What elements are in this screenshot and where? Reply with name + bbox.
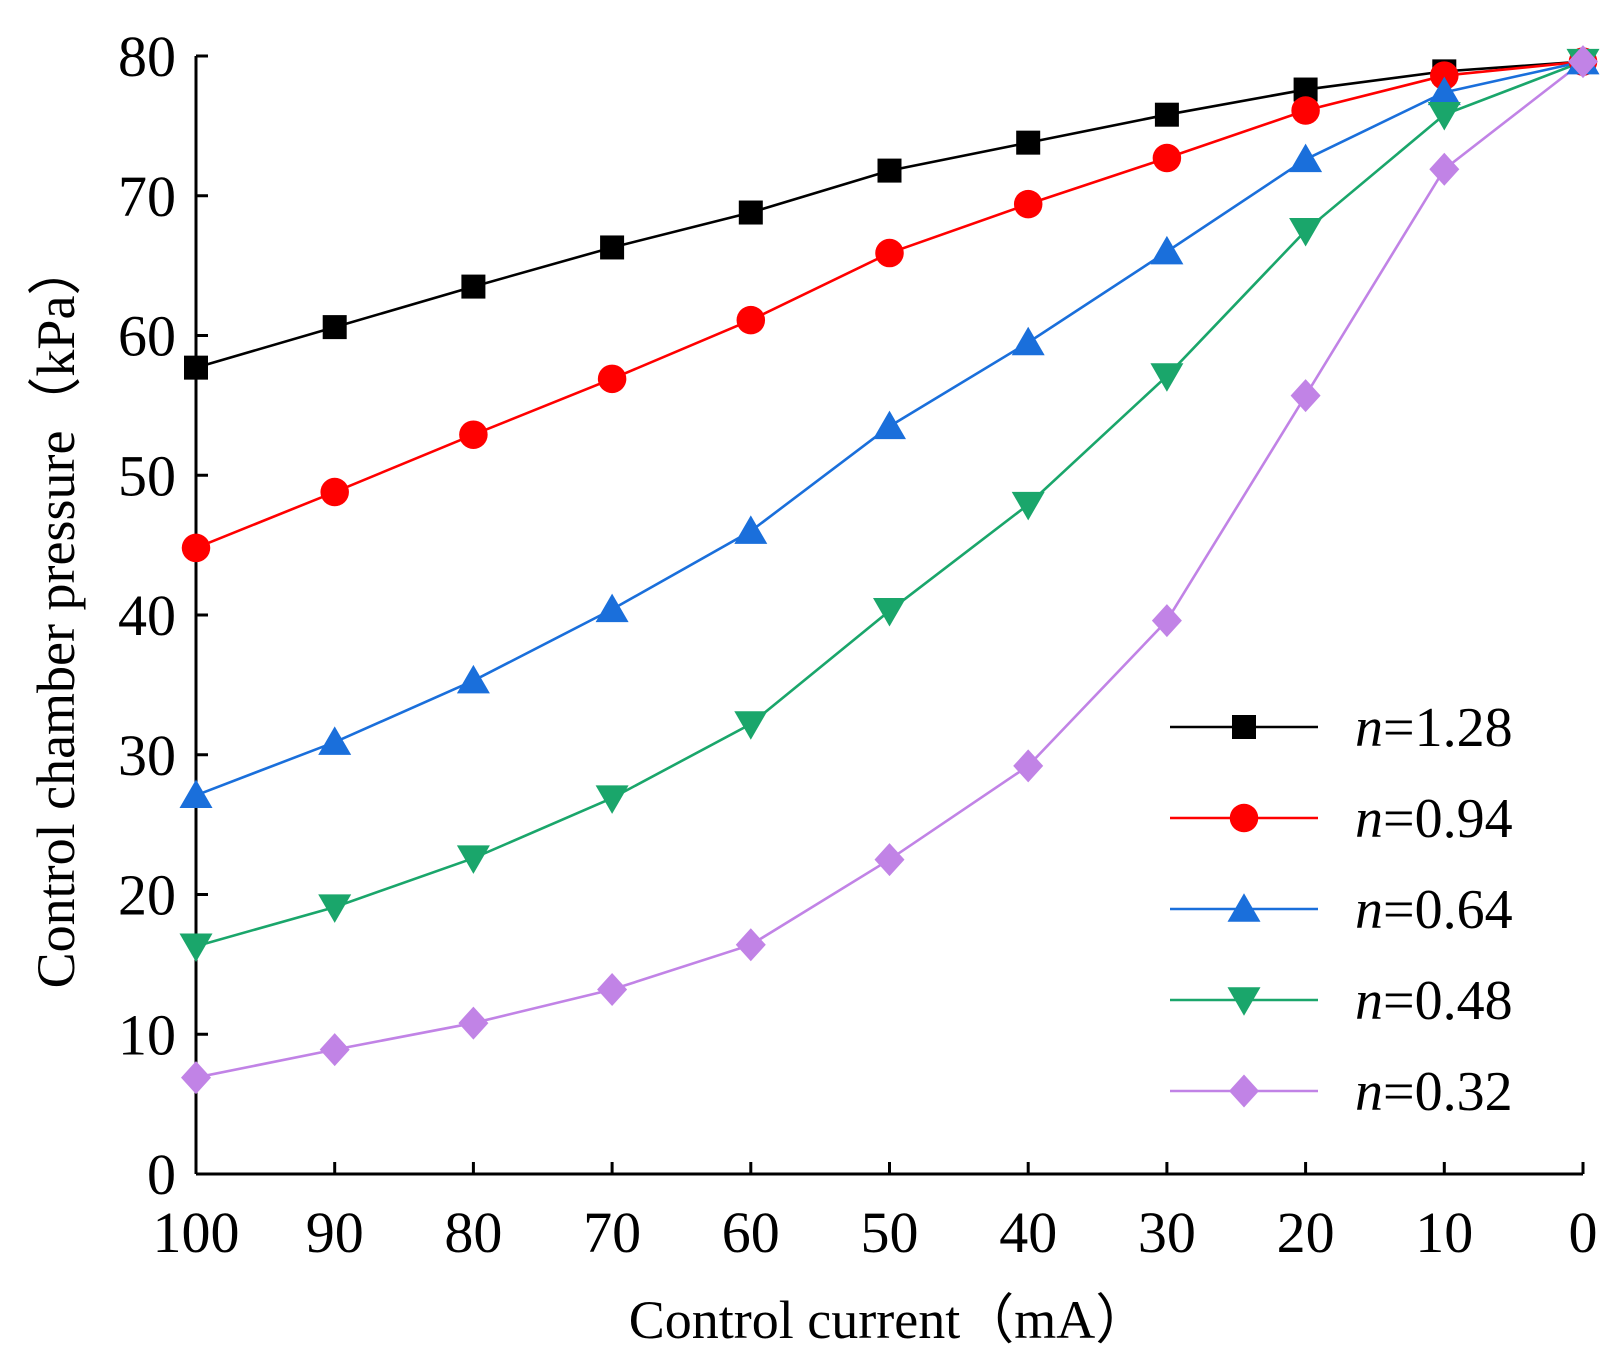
legend-var: n bbox=[1355, 879, 1383, 941]
data-point-series-3 bbox=[1289, 217, 1323, 247]
data-point-series-3 bbox=[179, 933, 213, 962]
data-point-series-0 bbox=[1154, 102, 1179, 127]
y-tick-label: 30 bbox=[118, 723, 176, 788]
data-point-series-4 bbox=[1429, 152, 1460, 186]
legend-label: n=0.48 bbox=[1355, 970, 1513, 1032]
y-tick-label: 50 bbox=[118, 443, 176, 508]
data-point-series-1 bbox=[181, 533, 211, 563]
x-tick-label: 20 bbox=[1277, 1200, 1335, 1265]
data-point-series-1 bbox=[1152, 143, 1182, 173]
legend-label: n=0.64 bbox=[1355, 879, 1513, 941]
data-point-series-2 bbox=[595, 593, 629, 623]
legend-value: =0.32 bbox=[1383, 1061, 1513, 1123]
x-tick-label: 100 bbox=[153, 1200, 240, 1265]
legend-value: =0.64 bbox=[1383, 879, 1513, 941]
data-point-series-1 bbox=[736, 305, 766, 335]
data-point-series-4 bbox=[735, 928, 766, 962]
y-axis-title: Control chamber pressure（kPa） bbox=[26, 242, 86, 989]
legend-label: n=0.94 bbox=[1355, 788, 1513, 850]
data-point-series-2 bbox=[1011, 326, 1045, 356]
legend-var: n bbox=[1355, 970, 1383, 1032]
x-tick-label: 70 bbox=[583, 1200, 641, 1265]
data-point-series-3 bbox=[873, 598, 906, 627]
data-point-series-4 bbox=[181, 1061, 211, 1095]
markers bbox=[179, 45, 1600, 1095]
series-line-1 bbox=[195, 60, 1584, 550]
legend-value: =0.48 bbox=[1383, 970, 1513, 1032]
legend: n=1.28n=0.94n=0.64n=0.48n=0.32 bbox=[1170, 697, 1513, 1123]
x-axis-title: Control current（mA） bbox=[629, 1290, 1149, 1350]
data-point-series-4 bbox=[319, 1033, 350, 1067]
data-point-series-0 bbox=[600, 235, 625, 260]
data-point-series-4 bbox=[458, 1006, 489, 1040]
legend-value: =1.28 bbox=[1383, 697, 1513, 759]
data-point-series-2 bbox=[1427, 76, 1461, 106]
legend-var: n bbox=[1355, 788, 1383, 850]
data-point-series-0 bbox=[322, 315, 347, 340]
legend-var: n bbox=[1355, 697, 1383, 759]
data-point-series-0 bbox=[877, 158, 902, 183]
data-point-series-1 bbox=[1013, 189, 1043, 219]
x-ticks: 100 90 80 70 60 50 40 30 20 10 0 bbox=[153, 1162, 1598, 1265]
data-point-series-2 bbox=[179, 779, 213, 809]
data-point-series-2 bbox=[1150, 235, 1184, 265]
data-point-series-4 bbox=[874, 843, 905, 877]
series-line-0 bbox=[195, 60, 1584, 369]
y-tick-label: 40 bbox=[118, 583, 176, 648]
y-tick-label: 20 bbox=[118, 863, 176, 928]
y-tick-label: 0 bbox=[147, 1142, 176, 1207]
x-tick-label: 30 bbox=[1138, 1200, 1196, 1265]
data-point-series-1 bbox=[1291, 96, 1320, 125]
x-tick-label: 40 bbox=[999, 1200, 1057, 1265]
data-point-series-3 bbox=[595, 785, 629, 814]
x-tick-label: 80 bbox=[444, 1200, 502, 1265]
data-point-series-4 bbox=[1151, 604, 1182, 638]
data-point-series-1 bbox=[320, 477, 349, 507]
data-point-series-2 bbox=[873, 410, 906, 440]
data-point-series-1 bbox=[875, 238, 904, 268]
x-tick-label: 10 bbox=[1415, 1200, 1473, 1265]
legend-label: n=1.28 bbox=[1355, 697, 1513, 759]
data-point-series-2 bbox=[456, 664, 490, 694]
data-point-series-4 bbox=[1013, 749, 1044, 783]
data-point-series-2 bbox=[1289, 143, 1323, 173]
y-ticks: 0 10 20 30 40 50 60 70 80 bbox=[118, 24, 208, 1207]
data-point-series-4 bbox=[1290, 379, 1321, 413]
data-point-series-3 bbox=[734, 711, 768, 740]
data-point-series-0 bbox=[461, 274, 486, 299]
data-point-series-3 bbox=[1011, 491, 1045, 521]
y-tick-label: 70 bbox=[118, 164, 176, 229]
data-point-series-0 bbox=[184, 355, 208, 380]
legend-marker bbox=[1229, 803, 1259, 833]
data-point-series-0 bbox=[1016, 130, 1041, 155]
data-point-series-1 bbox=[459, 420, 488, 449]
legend-marker bbox=[1227, 893, 1261, 922]
y-tick-label: 60 bbox=[118, 304, 176, 369]
data-point-series-3 bbox=[1150, 363, 1184, 392]
legend-marker bbox=[1227, 987, 1261, 1016]
data-point-series-2 bbox=[734, 515, 768, 544]
x-tick-label: 90 bbox=[306, 1200, 364, 1265]
legend-label: n=0.32 bbox=[1355, 1061, 1513, 1123]
data-point-series-1 bbox=[597, 364, 627, 394]
data-point-series-2 bbox=[318, 726, 352, 755]
data-point-series-3 bbox=[318, 894, 352, 923]
y-tick-label: 80 bbox=[118, 24, 176, 89]
data-point-series-4 bbox=[597, 973, 628, 1007]
x-tick-label: 50 bbox=[861, 1200, 919, 1265]
x-tick-label: 60 bbox=[722, 1200, 780, 1265]
data-point-series-1 bbox=[1430, 61, 1459, 90]
data-point-series-3 bbox=[456, 845, 490, 874]
data-point-series-4 bbox=[1568, 45, 1598, 79]
x-tick-label: 0 bbox=[1569, 1200, 1598, 1265]
legend-marker bbox=[1229, 1074, 1259, 1108]
legend-value: =0.94 bbox=[1383, 788, 1513, 850]
legend-marker bbox=[1232, 715, 1256, 739]
y-tick-label: 10 bbox=[118, 1002, 176, 1067]
legend-var: n bbox=[1355, 1061, 1383, 1123]
data-point-series-3 bbox=[1427, 101, 1461, 131]
data-point-series-0 bbox=[738, 200, 763, 225]
